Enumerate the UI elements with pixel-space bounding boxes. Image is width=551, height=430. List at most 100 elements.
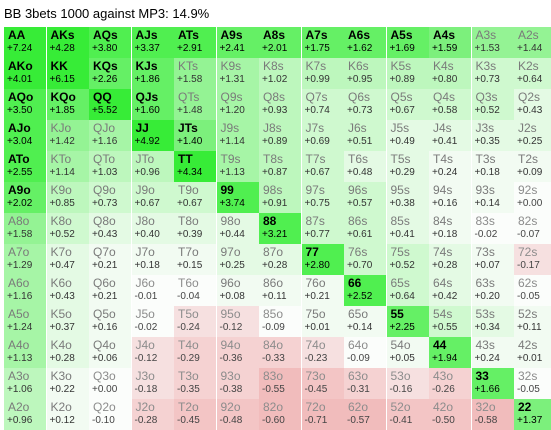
hand-cell[interactable]: Q3o +0.00	[89, 368, 131, 399]
hand-cell[interactable]: T2s +0.09	[514, 151, 551, 182]
hand-cell[interactable]: K9s +1.31	[216, 58, 259, 89]
hand-cell[interactable]: 54s +0.55	[429, 306, 471, 337]
hand-cell[interactable]: Q6o +0.21	[89, 275, 131, 306]
hand-cell[interactable]: 84s +0.18	[429, 213, 471, 244]
hand-cell[interactable]: 86s +0.61	[344, 213, 386, 244]
hand-cell[interactable]: 97s +0.75	[301, 182, 344, 213]
hand-cell[interactable]: J3s +0.35	[471, 120, 514, 151]
hand-cell[interactable]: K5o +0.37	[46, 306, 89, 337]
hand-cell[interactable]: AJs +3.37	[131, 27, 174, 58]
hand-cell[interactable]: JJ +4.92	[131, 120, 174, 151]
hand-cell[interactable]: 97o +0.25	[216, 244, 259, 275]
hand-cell[interactable]: JTo +0.96	[131, 151, 174, 182]
hand-cell[interactable]: 92o -0.48	[216, 399, 259, 430]
hand-cell[interactable]: 63s +0.20	[471, 275, 514, 306]
hand-cell[interactable]: A5s +1.69	[386, 27, 429, 58]
hand-cell[interactable]: K6s +0.95	[344, 58, 386, 89]
hand-cell[interactable]: A7s +1.75	[301, 27, 344, 58]
hand-cell[interactable]: 62o -0.57	[344, 399, 386, 430]
hand-cell[interactable]: J6o -0.01	[131, 275, 174, 306]
hand-cell[interactable]: J8s +0.89	[259, 120, 301, 151]
hand-cell[interactable]: 99 +3.74	[216, 182, 259, 213]
hand-cell[interactable]: 82s -0.07	[514, 213, 551, 244]
hand-cell[interactable]: KQo +1.85	[46, 89, 89, 120]
hand-cell[interactable]: Q5o +0.16	[89, 306, 131, 337]
hand-cell[interactable]: A9o +2.02	[4, 182, 46, 213]
hand-cell[interactable]: 54o +0.05	[386, 337, 429, 368]
hand-cell[interactable]: QJs +1.60	[131, 89, 174, 120]
hand-cell[interactable]: Q4o +0.06	[89, 337, 131, 368]
hand-cell[interactable]: 93s +0.14	[471, 182, 514, 213]
hand-cell[interactable]: A6o +1.16	[4, 275, 46, 306]
hand-cell[interactable]: T5o -0.24	[174, 306, 216, 337]
hand-cell[interactable]: 65s +0.64	[386, 275, 429, 306]
hand-cell[interactable]: 96s +0.57	[344, 182, 386, 213]
hand-cell[interactable]: J6s +0.51	[344, 120, 386, 151]
hand-cell[interactable]: T9s +1.13	[216, 151, 259, 182]
hand-cell[interactable]: K3s +0.73	[471, 58, 514, 89]
hand-cell[interactable]: 64o -0.09	[344, 337, 386, 368]
hand-cell[interactable]: 83o -0.55	[259, 368, 301, 399]
hand-cell[interactable]: K8s +1.02	[259, 58, 301, 89]
hand-cell[interactable]: KTo +1.14	[46, 151, 89, 182]
hand-cell[interactable]: 83s -0.02	[471, 213, 514, 244]
hand-cell[interactable]: J9o +0.67	[131, 182, 174, 213]
hand-cell[interactable]: 98s +0.91	[259, 182, 301, 213]
hand-cell[interactable]: K8o +0.52	[46, 213, 89, 244]
hand-cell[interactable]: Q8o +0.43	[89, 213, 131, 244]
hand-cell[interactable]: Q3s +0.52	[471, 89, 514, 120]
hand-cell[interactable]: QTo +1.03	[89, 151, 131, 182]
hand-cell[interactable]: T3o -0.35	[174, 368, 216, 399]
hand-cell[interactable]: ATo +2.55	[4, 151, 46, 182]
hand-cell[interactable]: T6o -0.04	[174, 275, 216, 306]
hand-cell[interactable]: J5s +0.49	[386, 120, 429, 151]
hand-cell[interactable]: J4o -0.12	[131, 337, 174, 368]
hand-cell[interactable]: A5o +1.24	[4, 306, 46, 337]
hand-cell[interactable]: 87s +0.77	[301, 213, 344, 244]
hand-cell[interactable]: 95s +0.38	[386, 182, 429, 213]
hand-cell[interactable]: KK +6.15	[46, 58, 89, 89]
hand-cell[interactable]: A6s +1.62	[344, 27, 386, 58]
hand-cell[interactable]: A2o +0.96	[4, 399, 46, 430]
hand-cell[interactable]: 73o -0.45	[301, 368, 344, 399]
hand-cell[interactable]: 52o -0.41	[386, 399, 429, 430]
hand-cell[interactable]: QTs +1.48	[174, 89, 216, 120]
hand-cell[interactable]: 43o -0.26	[429, 368, 471, 399]
hand-cell[interactable]: 85s +0.41	[386, 213, 429, 244]
hand-cell[interactable]: AQs +3.80	[89, 27, 131, 58]
hand-cell[interactable]: 76o +0.21	[301, 275, 344, 306]
hand-cell[interactable]: 75s +0.52	[386, 244, 429, 275]
hand-cell[interactable]: 65o +0.14	[344, 306, 386, 337]
hand-cell[interactable]: A8o +1.58	[4, 213, 46, 244]
hand-cell[interactable]: K9o +0.85	[46, 182, 89, 213]
hand-cell[interactable]: A3o +1.06	[4, 368, 46, 399]
hand-cell[interactable]: ATs +2.91	[174, 27, 216, 58]
hand-cell[interactable]: 42o -0.50	[429, 399, 471, 430]
hand-cell[interactable]: T7s +0.67	[301, 151, 344, 182]
hand-cell[interactable]: 72s -0.17	[514, 244, 551, 275]
hand-cell[interactable]: T7o +0.15	[174, 244, 216, 275]
hand-cell[interactable]: 43s +0.24	[471, 337, 514, 368]
hand-cell[interactable]: J2o -0.28	[131, 399, 174, 430]
hand-cell[interactable]: 86o +0.11	[259, 275, 301, 306]
hand-cell[interactable]: KJo +1.42	[46, 120, 89, 151]
hand-cell[interactable]: J5o -0.02	[131, 306, 174, 337]
hand-cell[interactable]: 42s +0.01	[514, 337, 551, 368]
hand-cell[interactable]: JTs +1.40	[174, 120, 216, 151]
hand-cell[interactable]: J4s +0.41	[429, 120, 471, 151]
hand-cell[interactable]: Q2s +0.43	[514, 89, 551, 120]
hand-cell[interactable]: T2o -0.45	[174, 399, 216, 430]
hand-cell[interactable]: Q7o +0.21	[89, 244, 131, 275]
hand-cell[interactable]: 84o -0.33	[259, 337, 301, 368]
hand-cell[interactable]: K4s +0.80	[429, 58, 471, 89]
hand-cell[interactable]: K2o +0.12	[46, 399, 89, 430]
hand-cell[interactable]: TT +4.34	[174, 151, 216, 182]
hand-cell[interactable]: 87o +0.28	[259, 244, 301, 275]
hand-cell[interactable]: 74s +0.28	[429, 244, 471, 275]
hand-cell[interactable]: 64s +0.42	[429, 275, 471, 306]
hand-cell[interactable]: AKs +4.28	[46, 27, 89, 58]
hand-cell[interactable]: J9s +1.14	[216, 120, 259, 151]
hand-cell[interactable]: T8s +0.87	[259, 151, 301, 182]
hand-cell[interactable]: K3o +0.22	[46, 368, 89, 399]
hand-cell[interactable]: KQs +2.26	[89, 58, 131, 89]
